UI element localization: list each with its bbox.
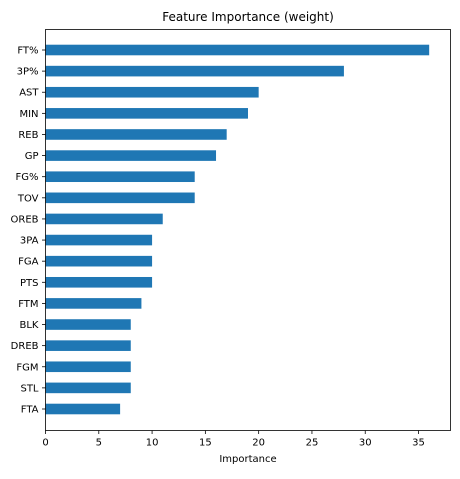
bar-stl (45, 382, 131, 394)
bar-gp (45, 150, 217, 161)
y-tick-label-stl: STL (20, 383, 38, 394)
x-tick-label-20: 20 (252, 438, 265, 449)
x-tick-label-10: 10 (146, 438, 159, 449)
bar-min (45, 108, 248, 119)
y-tick-label-pts: PTS (20, 278, 39, 289)
y-tick-label-fta: FTA (21, 405, 39, 416)
plot-frame (45, 29, 451, 431)
x-tick-label-25: 25 (306, 438, 319, 449)
y-tick-label-3pa: 3PA (20, 236, 39, 247)
y-tick-label-3p-pct: 3P% (17, 67, 39, 78)
y-tick-label-ftm: FTM (18, 299, 38, 310)
y-tick-label-fgm: FGM (16, 362, 38, 373)
bar-fga (45, 255, 153, 267)
bar-dreb (45, 340, 131, 351)
x-tick-label-15: 15 (199, 438, 212, 449)
bar-ftm (45, 298, 142, 309)
y-tick-label-reb: REB (18, 130, 38, 141)
bar-oreb (45, 213, 163, 225)
x-tick-label-0: 0 (42, 438, 48, 449)
y-tick-label-ast: AST (19, 88, 39, 99)
bars-layer (45, 44, 430, 415)
bar-fg-pct (45, 171, 195, 183)
x-axis: 0 5 10 15 20 25 30 35 (42, 430, 425, 449)
bar-3p-pct (45, 65, 344, 77)
x-axis-label: Importance (219, 454, 276, 465)
y-tick-label-gp: GP (25, 151, 39, 162)
bar-ast (45, 86, 259, 98)
bar-reb (45, 129, 227, 140)
chart-title: Feature Importance (weight) (162, 10, 334, 24)
bar-ft-pct (45, 44, 430, 56)
y-tick-label-blk: BLK (20, 320, 39, 331)
y-tick-label-dreb: DREB (11, 341, 39, 352)
bar-fgm (45, 361, 131, 373)
bar-blk (45, 319, 131, 330)
y-tick-label-ft-pct: FT% (17, 46, 38, 57)
y-tick-label-oreb: OREB (11, 214, 39, 225)
y-tick-label-tov: TOV (17, 193, 39, 204)
x-tick-label-30: 30 (359, 438, 372, 449)
bar-fta (45, 403, 121, 415)
bar-tov (45, 192, 195, 204)
y-tick-label-fga: FGA (18, 257, 39, 268)
x-tick-label-5: 5 (96, 438, 102, 449)
x-tick-label-35: 35 (412, 438, 425, 449)
y-axis: FT% 3P% AST MIN REB GP FG% TOV OREB 3PA FGA PTS FTM B… (11, 46, 46, 416)
bar-pts (45, 276, 153, 288)
y-tick-label-min: MIN (19, 109, 38, 120)
bar-3pa (45, 234, 153, 246)
y-tick-label-fg-pct: FG% (15, 172, 38, 183)
